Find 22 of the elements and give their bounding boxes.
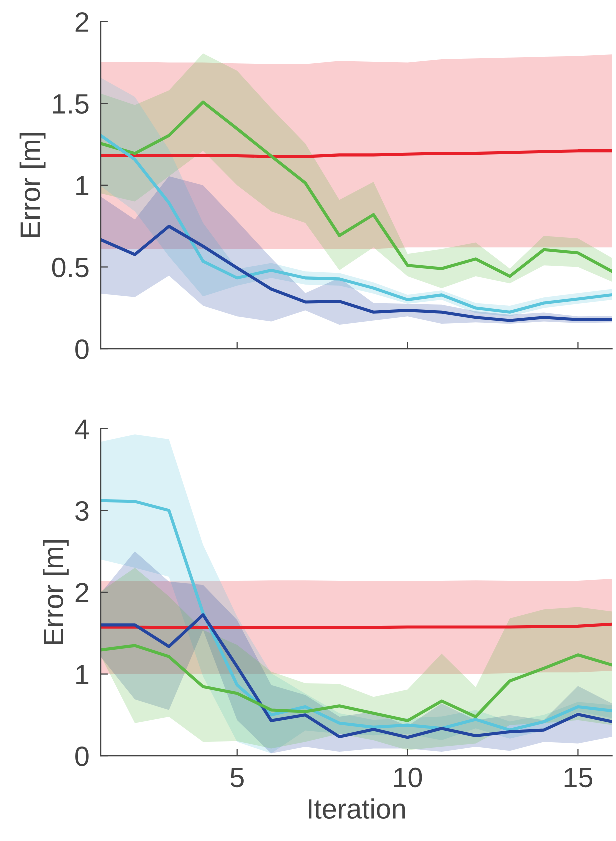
y-tick-label: 0 — [76, 340, 89, 360]
line-series — [101, 614, 612, 740]
y-tick-label: 3 — [76, 501, 89, 522]
line-series — [101, 499, 612, 732]
y-tick-label: 1 — [76, 665, 89, 684]
y-tick-label: 1 — [76, 176, 89, 196]
y-tick-label: 2 — [76, 12, 89, 32]
x-tick-label: 5 — [230, 768, 244, 788]
y-tick-label: 1.5 — [53, 94, 89, 114]
line-series — [101, 100, 612, 278]
line-series — [101, 134, 612, 314]
y-axis-title: Error [m] — [43, 540, 69, 644]
x-tick-label: 15 — [564, 768, 593, 788]
line-series — [101, 224, 612, 322]
y-tick-label: 4 — [75, 420, 90, 439]
y-tick-label: 0 — [76, 746, 89, 766]
x-axis-title: Iteration — [309, 798, 406, 820]
y-tick-label: 2 — [76, 583, 89, 603]
x-tick-label: 10 — [394, 768, 422, 788]
line-series — [101, 644, 612, 722]
y-tick-label: 0.5 — [52, 258, 89, 278]
y-axis-title: Error [m] — [20, 133, 46, 238]
